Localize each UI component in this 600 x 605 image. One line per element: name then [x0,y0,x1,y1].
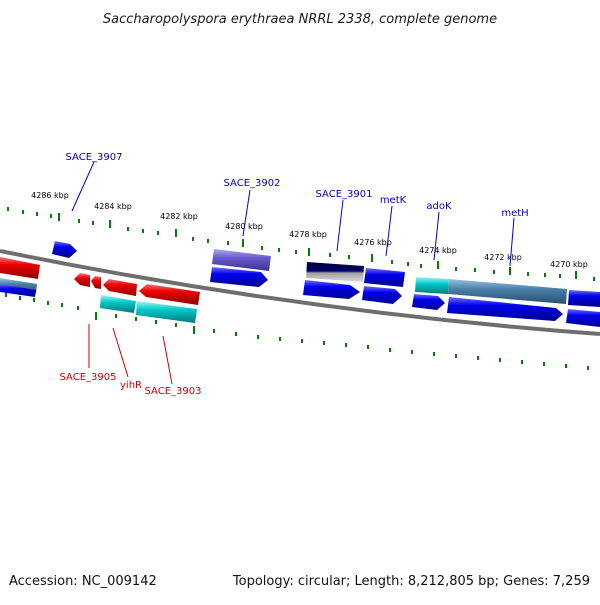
gene-label-meth[interactable]: metH [501,208,528,219]
leader-line [336,199,344,252]
gene-feature[interactable] [0,284,36,297]
kbp-tick-label: 4278 kbp [289,230,327,239]
gene-label-sace-3907[interactable]: SACE_3907 [66,152,123,163]
gene-label-sace-3903[interactable]: SACE_3903 [145,386,202,397]
gene-label-sace-3901[interactable]: SACE_3901 [316,189,373,200]
leader-line [112,327,129,378]
kbp-tick-label: 4284 kbp [94,202,132,211]
gene-feature[interactable] [52,241,77,258]
kbp-tick-label: 4272 kbp [484,253,522,262]
outer-tick-track [7,207,595,281]
leader-line [162,335,173,385]
gene-label-yihr[interactable]: yihR [120,380,142,391]
map-title: Saccharopolyspora erythraea NRRL 2338, c… [103,12,497,27]
gene-feature[interactable] [362,286,402,304]
gene-feature[interactable] [448,279,567,304]
gene-labels: SACE_3907 SACE_3902 SACE_3901 metK adoK … [60,152,529,397]
leader-line [385,205,393,257]
kbp-tick-labels: 4286 kbp 4284 kbp 4282 kbp 4280 kbp 4278… [31,191,588,269]
leader-line [71,161,95,212]
gene-feature[interactable] [0,257,40,279]
reverse-strand-genes [0,257,200,323]
gene-feature[interactable] [212,249,271,271]
gene-feature[interactable] [103,279,137,296]
gene-feature[interactable] [74,273,90,287]
gene-feature[interactable] [447,297,563,321]
kbp-tick-label: 4270 kbp [550,260,588,269]
gene-feature[interactable] [139,284,200,305]
genome-summary-text: Topology: circular; Length: 8,212,805 bp… [232,574,590,589]
accession-text: Accession: NC_009142 [9,574,157,589]
gene-label-metk[interactable]: metK [380,195,407,206]
gene-feature[interactable] [566,309,600,327]
gene-feature[interactable] [412,294,445,310]
gene-feature[interactable] [568,290,600,307]
gene-label-adok[interactable]: adoK [426,201,452,212]
inner-tick-track [5,293,589,370]
leader-line [242,189,251,237]
gene-feature[interactable] [306,262,364,282]
genome-backbone [0,249,600,336]
gene-feature[interactable] [136,301,197,323]
gene-feature[interactable] [303,280,360,299]
leader-line [433,211,440,261]
kbp-tick-label: 4274 kbp [419,246,457,255]
forward-strand-genes [52,241,600,327]
gene-feature[interactable] [100,295,136,313]
leader-line [509,217,515,267]
kbp-tick-label: 4276 kbp [354,238,392,247]
kbp-tick-label: 4282 kbp [160,212,198,221]
gene-feature[interactable] [364,268,405,287]
gene-feature[interactable] [210,267,268,287]
gene-feature[interactable] [91,276,101,289]
gene-label-sace-3905[interactable]: SACE_3905 [60,372,117,383]
gene-feature[interactable] [415,277,449,294]
kbp-tick-label: 4286 kbp [31,191,69,200]
gene-label-sace-3902[interactable]: SACE_3902 [224,178,281,189]
gene-leader-lines [71,161,515,385]
